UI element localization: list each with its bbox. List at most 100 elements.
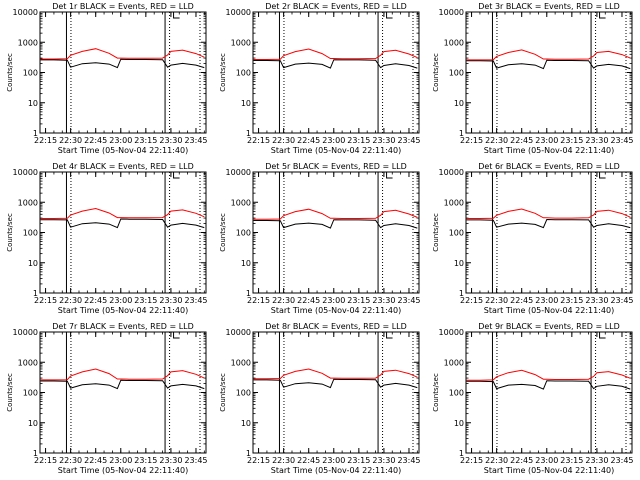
y-axis-label: Counts/sec — [219, 373, 227, 412]
x-tick-label: 22:45 — [510, 296, 533, 305]
series-line-events — [40, 379, 205, 390]
y-tick-label: 1000 — [231, 198, 251, 207]
y-tick-label: 1000 — [18, 198, 38, 207]
x-tick-label: 22:30 — [485, 456, 508, 465]
x-axis-label: Start Time (05-Nov-04 22:11:40) — [484, 146, 614, 155]
x-tick-label: 23:15 — [347, 136, 370, 145]
x-axis-label: Start Time (05-Nov-04 22:11:40) — [271, 146, 401, 155]
y-tick-label: 10000 — [439, 328, 464, 337]
corner-bracket-mark — [599, 332, 606, 339]
x-tick-label: 22:15 — [460, 456, 483, 465]
y-tick-label: 100 — [236, 229, 251, 238]
series-line-events — [466, 380, 631, 390]
series-line-lld — [40, 48, 205, 60]
x-tick-label: 23:45 — [610, 456, 633, 465]
y-tick-label: 1000 — [444, 38, 464, 47]
y-tick-label: 10000 — [226, 168, 251, 177]
series-line-lld — [40, 368, 205, 381]
y-axis-label: Counts/sec — [6, 53, 14, 92]
y-tick-label: 10000 — [13, 328, 38, 337]
series-line-lld — [253, 48, 418, 60]
y-tick-label: 1 — [246, 129, 251, 138]
y-tick-label: 10 — [28, 419, 38, 428]
chart-panel: 1 10 100 1000 10000 22:15 22:30 22:45 23:00 23:15… — [219, 162, 421, 315]
y-tick-label: 1 — [246, 449, 251, 458]
x-tick-label: 23:30 — [372, 136, 395, 145]
series-line-events — [253, 378, 418, 389]
y-tick-label: 1000 — [444, 198, 464, 207]
x-tick-label: 22:30 — [272, 456, 295, 465]
plot-frame — [465, 171, 633, 294]
series-line-events — [466, 218, 631, 229]
x-axis-label: Start Time (05-Nov-04 22:11:40) — [484, 466, 614, 475]
y-tick-label: 100 — [236, 389, 251, 398]
x-tick-label: 22:15 — [460, 136, 483, 145]
x-tick-label: 22:45 — [297, 296, 320, 305]
chart-panel: 1 10 100 1000 10000 22:15 22:30 22:45 23:00 23:15… — [6, 2, 208, 155]
series-line-lld — [466, 208, 631, 219]
x-tick-label: 22:45 — [84, 296, 107, 305]
y-tick-label: 1 — [246, 289, 251, 298]
corner-bracket-mark — [173, 332, 180, 339]
y-tick-label: 100 — [449, 229, 464, 238]
x-tick-label: 23:30 — [159, 296, 182, 305]
x-tick-label: 23:00 — [322, 296, 345, 305]
plot-frame — [39, 11, 207, 134]
plot-frame — [252, 171, 420, 294]
series-line-events — [40, 218, 205, 229]
x-tick-label: 23:15 — [134, 296, 157, 305]
y-axis-label: Counts/sec — [219, 53, 227, 92]
x-tick-label: 23:15 — [347, 456, 370, 465]
x-tick-label: 23:00 — [109, 136, 132, 145]
x-tick-label: 23:00 — [535, 136, 558, 145]
x-tick-label: 23:45 — [184, 136, 207, 145]
x-tick-label: 23:45 — [184, 456, 207, 465]
x-axis-label: Start Time (05-Nov-04 22:11:40) — [271, 306, 401, 315]
y-tick-label: 1 — [459, 289, 464, 298]
x-tick-label: 23:15 — [134, 456, 157, 465]
chart-panel: 1 10 100 1000 10000 22:15 22:30 22:45 23:00 23:15… — [219, 322, 421, 475]
corner-bracket-mark — [173, 12, 180, 19]
x-tick-label: 23:30 — [585, 296, 608, 305]
chart-panel: 1 10 100 1000 10000 22:15 22:30 22:45 23:00 23:15… — [6, 162, 208, 315]
x-tick-label: 23:15 — [347, 296, 370, 305]
x-axis-label: Start Time (05-Nov-04 22:11:40) — [271, 466, 401, 475]
y-tick-label: 1000 — [444, 358, 464, 367]
y-tick-label: 1000 — [18, 358, 38, 367]
y-tick-label: 10 — [241, 259, 251, 268]
y-tick-label: 1 — [33, 129, 38, 138]
x-tick-label: 23:45 — [397, 296, 420, 305]
y-tick-label: 10000 — [439, 8, 464, 17]
x-tick-label: 22:15 — [247, 456, 270, 465]
x-tick-label: 22:15 — [34, 456, 57, 465]
x-axis-label: Start Time (05-Nov-04 22:11:40) — [58, 306, 188, 315]
x-tick-label: 22:30 — [272, 296, 295, 305]
series-line-lld — [40, 207, 205, 219]
y-tick-label: 100 — [236, 69, 251, 78]
y-tick-label: 1 — [459, 449, 464, 458]
chart-title: Det 9r BLACK = Events, RED = LLD — [478, 322, 620, 331]
x-tick-label: 23:15 — [560, 456, 583, 465]
x-tick-label: 22:30 — [485, 136, 508, 145]
x-tick-label: 22:15 — [34, 136, 57, 145]
corner-bracket-mark — [386, 12, 393, 19]
x-tick-label: 22:15 — [247, 136, 270, 145]
plot-frame — [465, 11, 633, 134]
x-axis-label: Start Time (05-Nov-04 22:11:40) — [58, 466, 188, 475]
y-tick-label: 1000 — [18, 38, 38, 47]
x-tick-label: 22:45 — [297, 136, 320, 145]
x-tick-label: 23:00 — [109, 296, 132, 305]
y-axis-label: Counts/sec — [432, 373, 440, 412]
x-tick-label: 22:45 — [510, 136, 533, 145]
x-tick-label: 22:15 — [34, 296, 57, 305]
x-tick-label: 23:00 — [322, 136, 345, 145]
x-tick-label: 23:15 — [134, 136, 157, 145]
y-tick-label: 100 — [23, 389, 38, 398]
corner-bracket-mark — [173, 172, 180, 179]
series-line-events — [253, 59, 418, 69]
chart-panel: 1 10 100 1000 10000 22:15 22:30 22:45 23:00 23:15… — [432, 322, 634, 475]
x-tick-label: 22:30 — [59, 296, 82, 305]
y-tick-label: 10000 — [13, 168, 38, 177]
x-tick-label: 23:45 — [610, 136, 633, 145]
